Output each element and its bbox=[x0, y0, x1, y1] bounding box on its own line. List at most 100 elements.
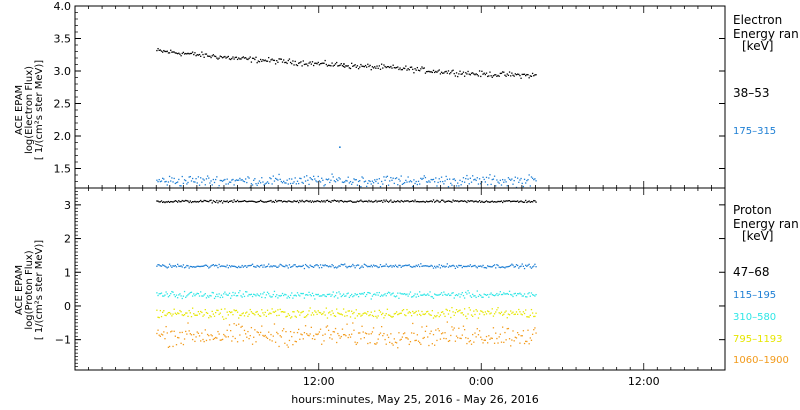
data-point bbox=[474, 200, 476, 202]
data-point bbox=[375, 315, 377, 318]
data-point bbox=[472, 200, 474, 202]
data-point bbox=[299, 338, 301, 340]
data-point bbox=[239, 200, 241, 203]
data-point bbox=[170, 180, 172, 182]
data-point bbox=[195, 201, 197, 203]
data-point bbox=[417, 69, 420, 71]
data-point bbox=[367, 182, 369, 185]
data-point bbox=[213, 200, 216, 203]
data-point bbox=[233, 184, 235, 186]
data-point bbox=[488, 201, 490, 203]
data-point bbox=[159, 309, 162, 312]
data-point bbox=[174, 264, 176, 267]
data-point bbox=[269, 200, 271, 202]
data-point bbox=[474, 313, 476, 316]
data-point bbox=[385, 66, 387, 69]
data-point bbox=[231, 340, 233, 342]
data-point bbox=[241, 179, 243, 181]
data-point bbox=[233, 294, 235, 296]
data-point bbox=[321, 177, 323, 179]
data-point bbox=[460, 264, 462, 267]
data-point bbox=[515, 264, 518, 266]
data-point bbox=[376, 178, 378, 181]
data-point bbox=[291, 201, 293, 203]
data-point bbox=[450, 182, 452, 185]
data-point bbox=[325, 178, 327, 180]
data-point bbox=[269, 339, 271, 341]
data-point bbox=[491, 200, 493, 202]
data-point bbox=[401, 68, 404, 71]
y-tick-label: −1 bbox=[55, 334, 71, 347]
data-point bbox=[170, 331, 172, 333]
data-point bbox=[353, 178, 355, 180]
data-point bbox=[317, 333, 319, 335]
data-point bbox=[244, 178, 247, 180]
data-point bbox=[240, 326, 242, 328]
data-point bbox=[315, 180, 317, 182]
data-point bbox=[425, 70, 428, 73]
data-point bbox=[360, 293, 362, 295]
data-point bbox=[525, 264, 527, 266]
data-point bbox=[330, 201, 332, 204]
data-point bbox=[472, 265, 474, 267]
data-point bbox=[419, 201, 421, 203]
data-point bbox=[450, 265, 452, 268]
data-point bbox=[317, 265, 319, 267]
data-point bbox=[238, 265, 240, 268]
y-tick-label: 3 bbox=[64, 199, 71, 212]
data-point bbox=[329, 64, 331, 67]
data-point bbox=[194, 314, 196, 316]
data-point bbox=[262, 201, 264, 203]
data-point bbox=[482, 342, 484, 344]
data-point bbox=[190, 315, 193, 318]
data-point bbox=[223, 333, 225, 336]
data-point bbox=[523, 178, 526, 180]
data-point bbox=[164, 50, 166, 53]
data-point bbox=[467, 337, 469, 340]
data-point bbox=[521, 295, 523, 297]
data-point bbox=[461, 73, 463, 75]
data-point bbox=[452, 311, 454, 313]
data-point bbox=[170, 265, 172, 267]
data-point bbox=[370, 200, 372, 202]
data-point bbox=[523, 267, 526, 270]
data-point bbox=[293, 264, 295, 266]
data-point bbox=[534, 315, 536, 318]
data-point bbox=[505, 310, 507, 312]
data-point bbox=[347, 176, 349, 178]
data-point bbox=[281, 201, 284, 203]
data-point bbox=[484, 339, 487, 341]
data-point bbox=[167, 200, 170, 203]
data-point bbox=[435, 70, 437, 73]
data-point bbox=[331, 338, 333, 340]
data-point bbox=[497, 74, 499, 77]
data-point bbox=[279, 308, 281, 311]
data-point bbox=[189, 291, 191, 294]
data-point bbox=[415, 69, 417, 71]
data-point bbox=[429, 314, 431, 316]
data-point bbox=[304, 316, 307, 318]
data-point bbox=[438, 178, 440, 180]
data-point bbox=[220, 179, 223, 182]
data-point bbox=[345, 265, 347, 268]
data-point bbox=[224, 291, 226, 293]
data-point bbox=[526, 180, 528, 182]
data-point bbox=[243, 295, 246, 298]
data-point bbox=[342, 201, 345, 203]
data-point bbox=[416, 183, 419, 186]
data-point bbox=[193, 53, 195, 56]
data-point bbox=[389, 292, 391, 294]
data-point bbox=[323, 185, 325, 187]
data-point bbox=[200, 340, 202, 342]
data-point bbox=[178, 312, 180, 315]
data-point bbox=[490, 337, 492, 339]
data-point bbox=[239, 266, 241, 269]
data-point bbox=[248, 337, 250, 340]
data-point bbox=[452, 69, 454, 71]
data-point bbox=[436, 339, 438, 342]
data-point bbox=[470, 181, 473, 183]
data-point bbox=[533, 315, 535, 318]
data-point bbox=[236, 179, 239, 181]
data-point bbox=[156, 179, 158, 181]
data-point bbox=[334, 181, 337, 183]
